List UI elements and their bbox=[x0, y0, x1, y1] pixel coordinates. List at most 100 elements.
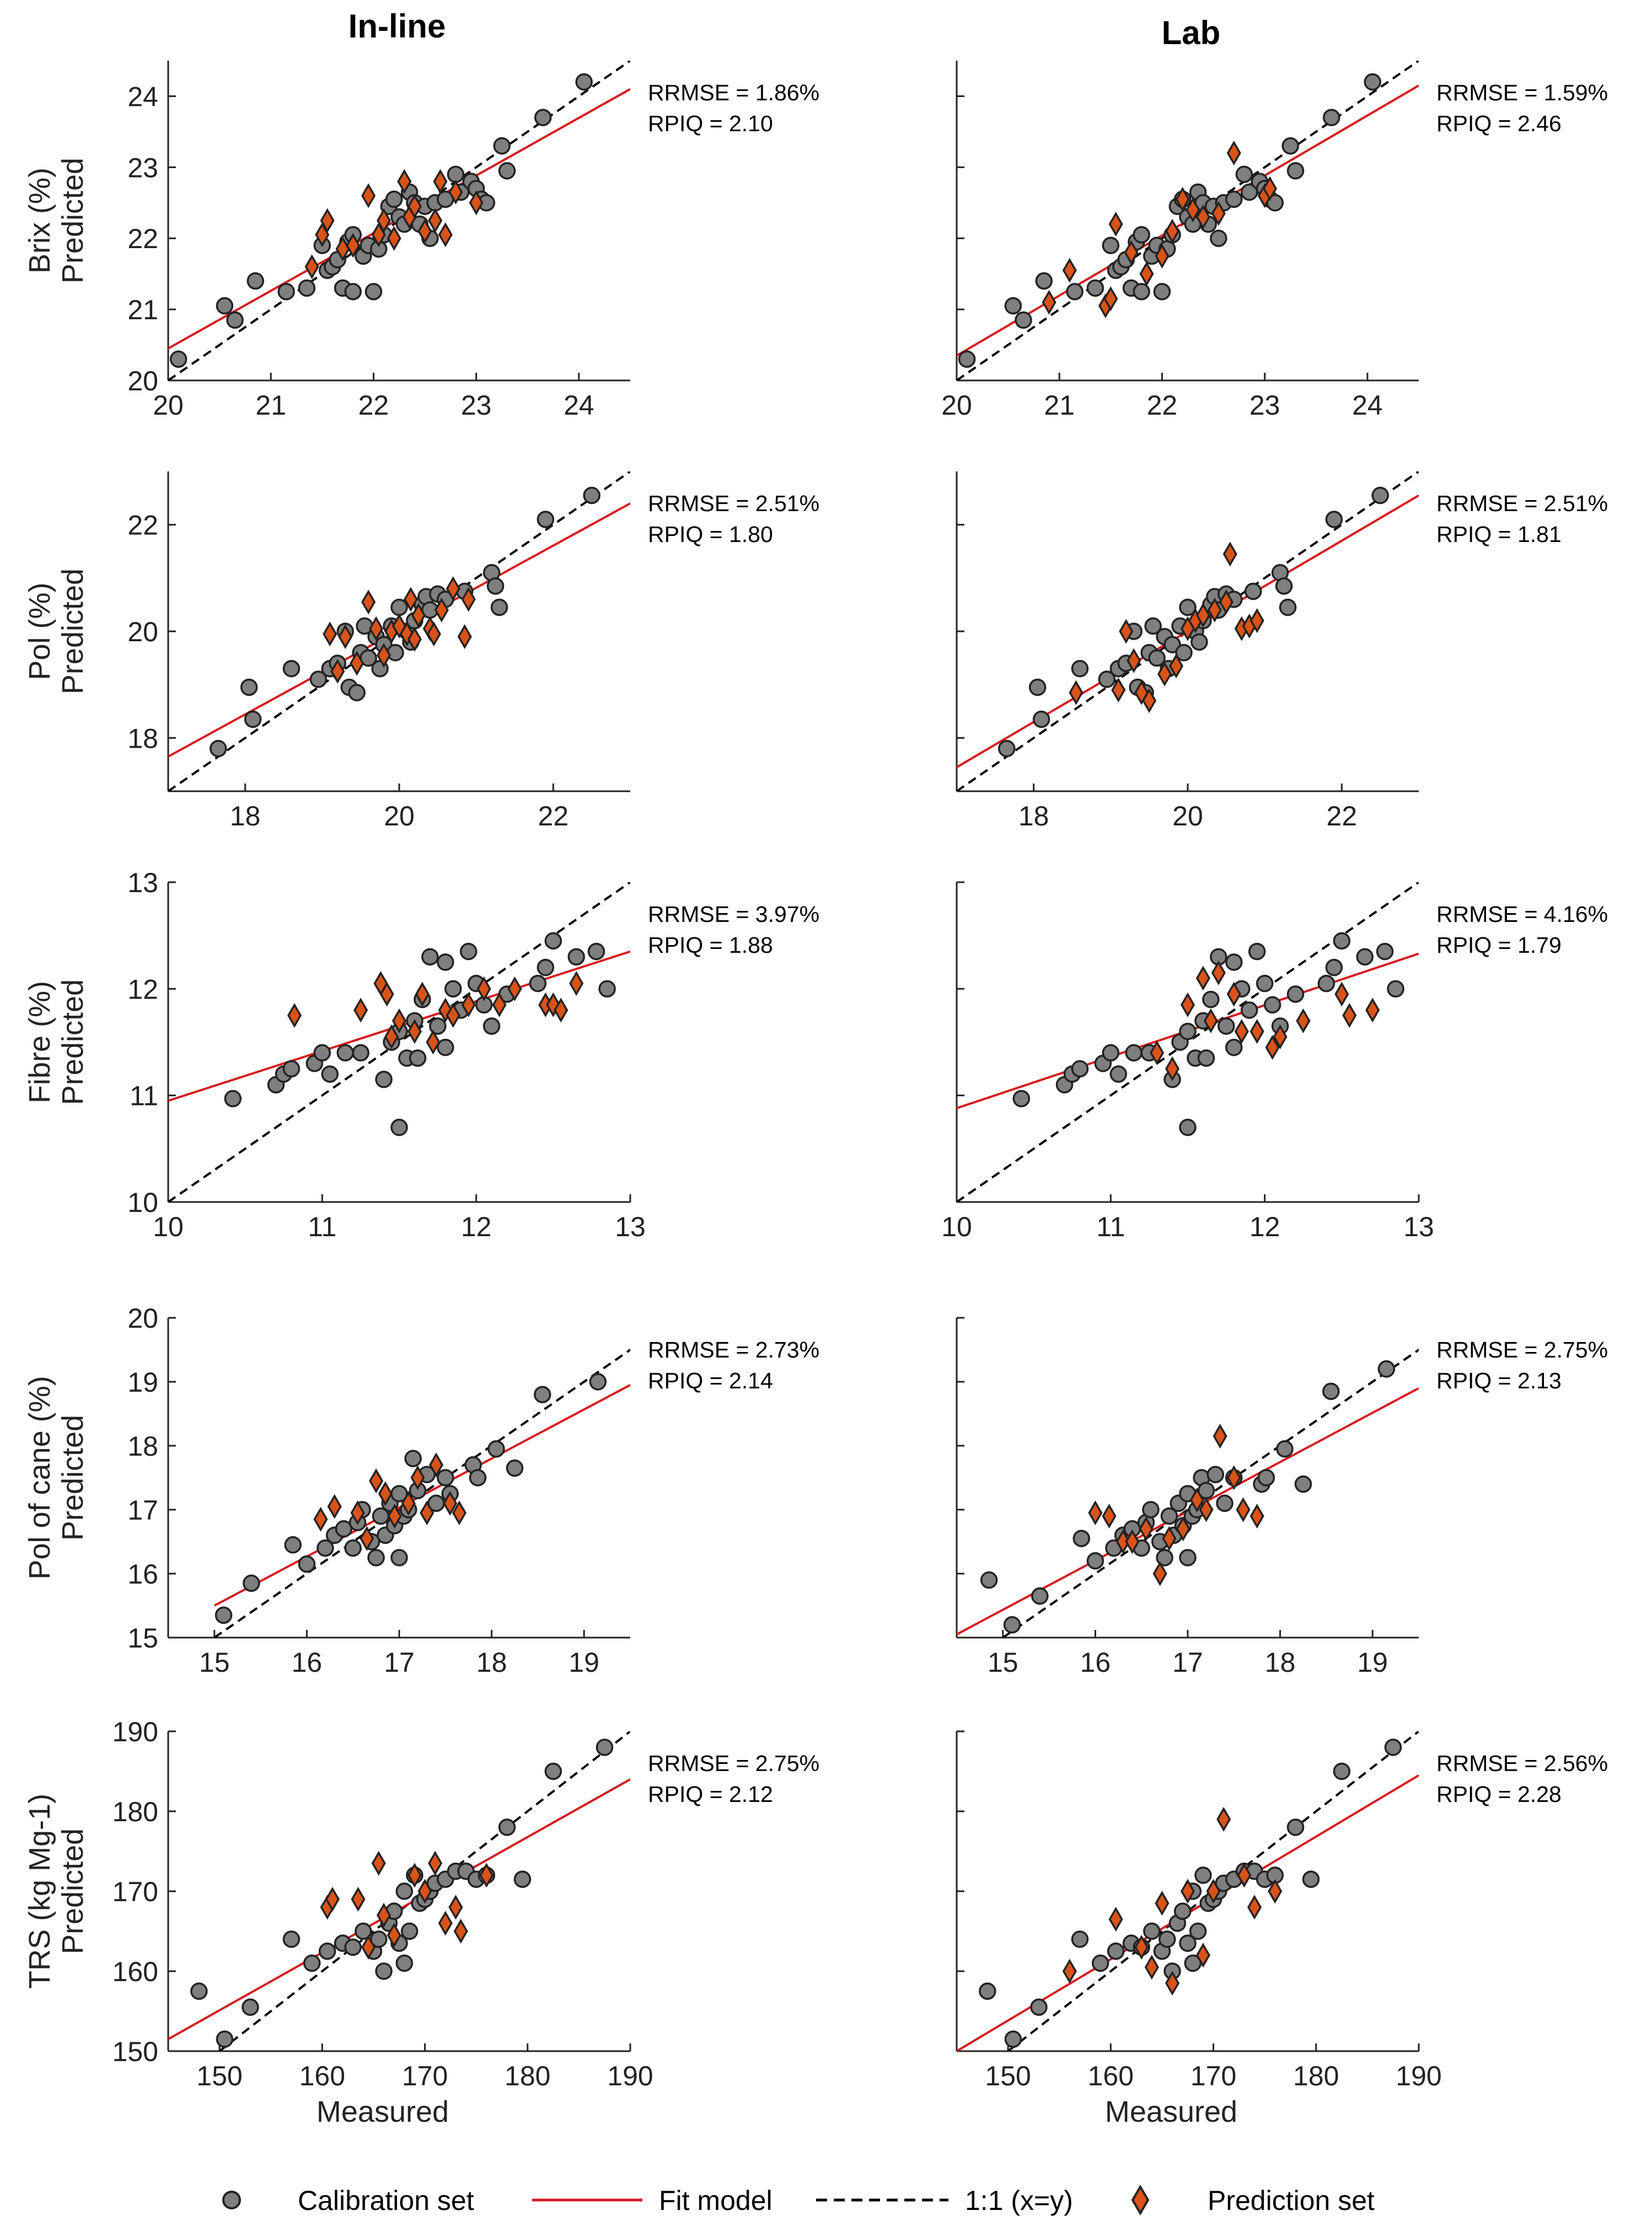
prediction-point bbox=[448, 179, 463, 205]
x-tick-label: 22 bbox=[1147, 390, 1178, 421]
x-tick-label: 18 bbox=[476, 1647, 507, 1678]
prediction-point bbox=[1195, 965, 1210, 991]
rpiq-label: RPIQ = 1.88 bbox=[648, 932, 773, 958]
calibration-point bbox=[1333, 932, 1351, 950]
prediction-point bbox=[1186, 197, 1200, 223]
x-tick-label: 17 bbox=[1172, 1647, 1203, 1678]
prediction-point bbox=[401, 1490, 416, 1516]
calibration-point bbox=[459, 942, 478, 961]
calibration-point bbox=[575, 73, 593, 91]
calibration-point bbox=[1091, 1954, 1109, 1972]
prediction-point bbox=[1102, 1504, 1117, 1529]
prediction-point bbox=[350, 1500, 365, 1526]
prediction-point bbox=[1042, 289, 1056, 315]
x-tick-label: 21 bbox=[255, 390, 286, 421]
rpiq-label: RPIQ = 1.80 bbox=[648, 522, 773, 547]
prediction-point bbox=[461, 992, 476, 1017]
prediction-point bbox=[346, 233, 361, 258]
x-tick-label: 16 bbox=[292, 1647, 323, 1678]
y-tick-label: 18 bbox=[127, 1431, 158, 1462]
prediction-point bbox=[1134, 1935, 1149, 1960]
calibration-point bbox=[1377, 1360, 1396, 1378]
prediction-point bbox=[1139, 1516, 1154, 1542]
calibration-point bbox=[1190, 633, 1208, 651]
calibration-point bbox=[344, 1539, 362, 1557]
prediction-point bbox=[1334, 981, 1349, 1007]
prediction-point bbox=[360, 1526, 374, 1551]
prediction-point bbox=[407, 627, 422, 652]
prediction-point bbox=[1216, 1807, 1231, 1832]
calibration-point bbox=[395, 1882, 414, 1900]
calibration-point bbox=[1179, 1118, 1197, 1136]
calibration-point bbox=[395, 1954, 414, 1972]
calibration-point bbox=[1143, 1922, 1161, 1940]
calibration-point bbox=[282, 1060, 301, 1078]
prediction-point bbox=[426, 621, 441, 647]
x-tick-label: 13 bbox=[615, 1211, 646, 1242]
prediction-point bbox=[1157, 661, 1172, 686]
x-tick-label: 17 bbox=[384, 1647, 415, 1678]
y-tick-label: 20 bbox=[127, 1303, 158, 1334]
prediction-point bbox=[417, 1879, 432, 1904]
rrmse-label: RRMSE = 2.51% bbox=[1436, 491, 1608, 516]
calibration-point bbox=[1281, 137, 1299, 155]
prediction-point bbox=[1119, 619, 1134, 644]
identity-line bbox=[168, 61, 630, 380]
prediction-point bbox=[1108, 211, 1123, 237]
calibration-point bbox=[1240, 1001, 1258, 1019]
prediction-point bbox=[1262, 176, 1278, 201]
calibration-point bbox=[534, 1386, 551, 1403]
identity-line bbox=[218, 1731, 630, 2051]
calibration-point bbox=[1276, 1440, 1294, 1458]
calibration-point bbox=[1156, 1549, 1173, 1566]
calibration-point bbox=[277, 283, 295, 301]
prediction-point bbox=[411, 603, 426, 628]
calibration-point bbox=[1133, 283, 1150, 301]
calibration-point bbox=[409, 1049, 427, 1067]
calibration-point bbox=[210, 739, 227, 758]
x-tick-label: 18 bbox=[1018, 801, 1049, 831]
calibration-point bbox=[1189, 1922, 1207, 1940]
prediction-point bbox=[554, 997, 568, 1023]
plot-area bbox=[957, 882, 1419, 1202]
prediction-point bbox=[461, 587, 476, 612]
prediction-point bbox=[476, 976, 491, 1001]
prediction-point bbox=[410, 1465, 425, 1490]
calibration-point bbox=[1364, 73, 1381, 91]
prediction-point bbox=[1180, 992, 1195, 1017]
prediction-point bbox=[361, 183, 376, 208]
identity-line bbox=[957, 471, 1419, 791]
y-axis-label: Predicted bbox=[56, 568, 89, 694]
panel-fibre-lab: 10 11 12 13 RRMSE = 4.16% RPIQ = 1.79 bbox=[941, 881, 1608, 1242]
calibration-point bbox=[482, 1017, 501, 1035]
prediction-point bbox=[327, 1494, 342, 1519]
prediction-point bbox=[420, 1500, 435, 1526]
calibration-point bbox=[309, 670, 328, 688]
prediction-point bbox=[1211, 201, 1226, 226]
plot-area bbox=[957, 1348, 1419, 1638]
panel-polcane-lab: 15 16 17 18 19 RRMSE = 2.75% RPIQ = 2.13 bbox=[956, 1317, 1608, 1678]
prediction-point bbox=[361, 1935, 376, 1960]
prediction-point bbox=[1165, 1056, 1180, 1081]
prediction-point bbox=[1124, 240, 1139, 265]
calibration-point bbox=[390, 1549, 408, 1566]
prediction-point bbox=[1195, 1943, 1210, 1968]
calibration-point bbox=[1133, 226, 1150, 244]
prediction-point bbox=[1125, 1529, 1140, 1554]
y-tick-label: 15 bbox=[127, 1623, 158, 1654]
calibration-point bbox=[1302, 1870, 1320, 1888]
prediction-point bbox=[384, 1024, 399, 1049]
y-axis-label: Predicted bbox=[56, 1415, 89, 1541]
prediction-point bbox=[469, 190, 484, 216]
calibration-point bbox=[240, 678, 258, 696]
calibration-point bbox=[1153, 283, 1171, 301]
calibration-point bbox=[1142, 1501, 1160, 1519]
prediction-point bbox=[387, 1504, 402, 1529]
y-tick-label: 11 bbox=[130, 1081, 158, 1112]
y-tick-label: 19 bbox=[127, 1367, 158, 1398]
prediction-point bbox=[315, 222, 330, 248]
calibration-point bbox=[1109, 1065, 1128, 1083]
rpiq-label: RPIQ = 2.28 bbox=[1436, 1782, 1562, 1807]
calibration-point bbox=[216, 2030, 234, 2048]
